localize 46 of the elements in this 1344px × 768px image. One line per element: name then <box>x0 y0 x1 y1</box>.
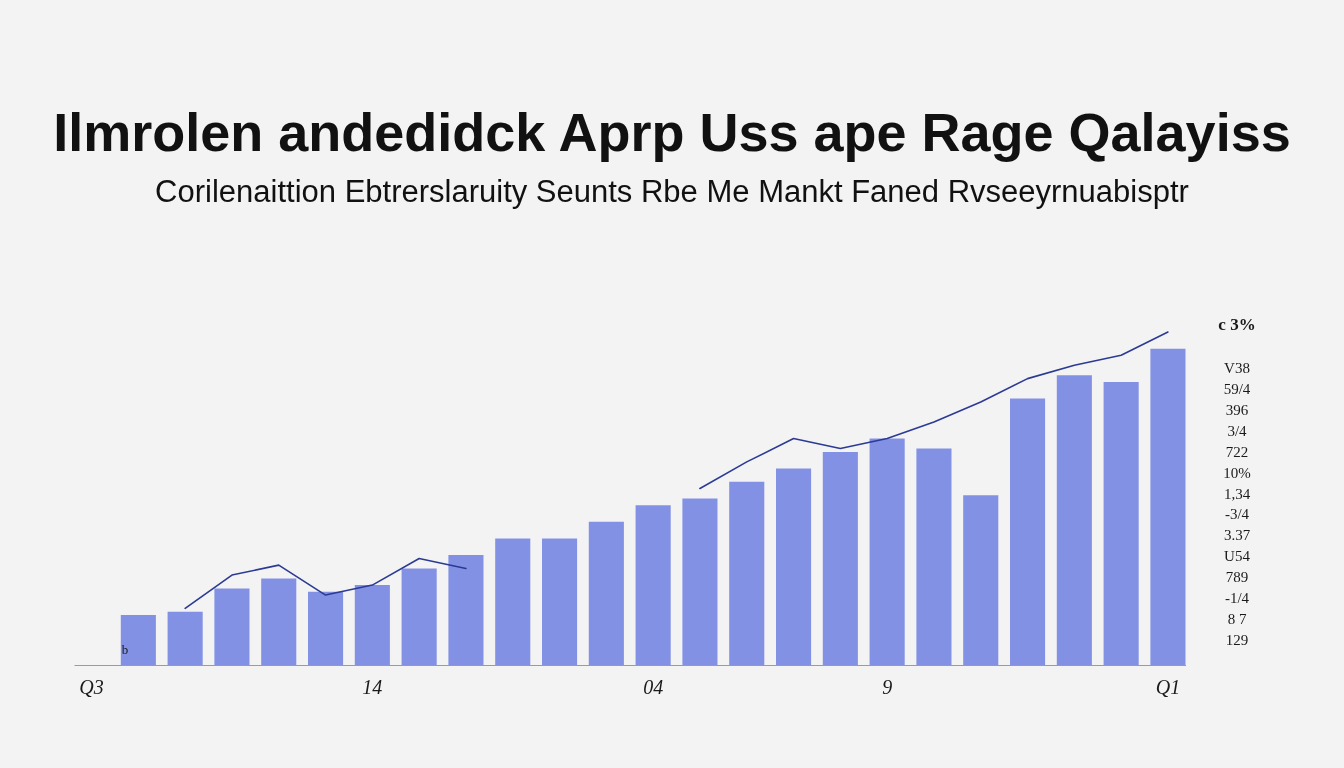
text: V38 <box>1224 360 1250 376</box>
bar <box>1056 375 1092 665</box>
text: 789 <box>1225 569 1249 586</box>
text: -1/4 <box>1224 590 1250 607</box>
bar <box>401 568 437 665</box>
x-tick-label: Q1 <box>1155 675 1181 698</box>
bar <box>261 578 297 665</box>
bar <box>354 585 390 665</box>
chart-subtitle: Corilenaittion Ebtrerslaruity Seunts Rbe Me Mankt Faned Rvseeyrnuabisptr <box>155 174 1189 209</box>
bar <box>167 611 203 665</box>
bar <box>1103 381 1139 665</box>
text: c 3% <box>1218 315 1256 334</box>
bar <box>682 498 718 665</box>
text: 129 <box>1225 632 1249 648</box>
bar <box>120 615 156 665</box>
text: -3/4 <box>1224 506 1250 523</box>
bar <box>588 521 624 665</box>
text: 10% <box>1223 464 1251 481</box>
bar <box>495 538 531 665</box>
text: 3.37 <box>1223 527 1251 544</box>
text: 59/4 <box>1223 380 1251 397</box>
bar <box>448 555 484 665</box>
bar <box>916 448 952 665</box>
text: 3/4 <box>1227 422 1248 439</box>
bar <box>776 468 812 665</box>
text: 722 <box>1225 443 1249 460</box>
annotation: b <box>121 642 129 657</box>
x-tick-label: 14 <box>362 675 383 698</box>
bar <box>963 495 999 665</box>
bar <box>822 451 858 665</box>
bar <box>1010 398 1046 665</box>
bar <box>729 481 765 665</box>
x-tick-label: 9 <box>882 675 893 698</box>
x-tick-label: 04 <box>643 675 664 698</box>
bar <box>214 588 250 665</box>
text: 8 7 <box>1227 611 1247 628</box>
bar <box>869 438 905 665</box>
bar <box>1150 348 1186 665</box>
bar <box>542 538 578 665</box>
bar <box>635 505 671 665</box>
x-tick-label: Q3 <box>79 675 104 698</box>
bar <box>308 591 344 665</box>
text: 1,34 <box>1223 485 1251 502</box>
chart-title: Ilmrolen andedidck Aprp Uss ape Rage Qalayiss <box>53 102 1291 162</box>
text: 396 <box>1225 401 1249 418</box>
text: U54 <box>1224 548 1251 565</box>
